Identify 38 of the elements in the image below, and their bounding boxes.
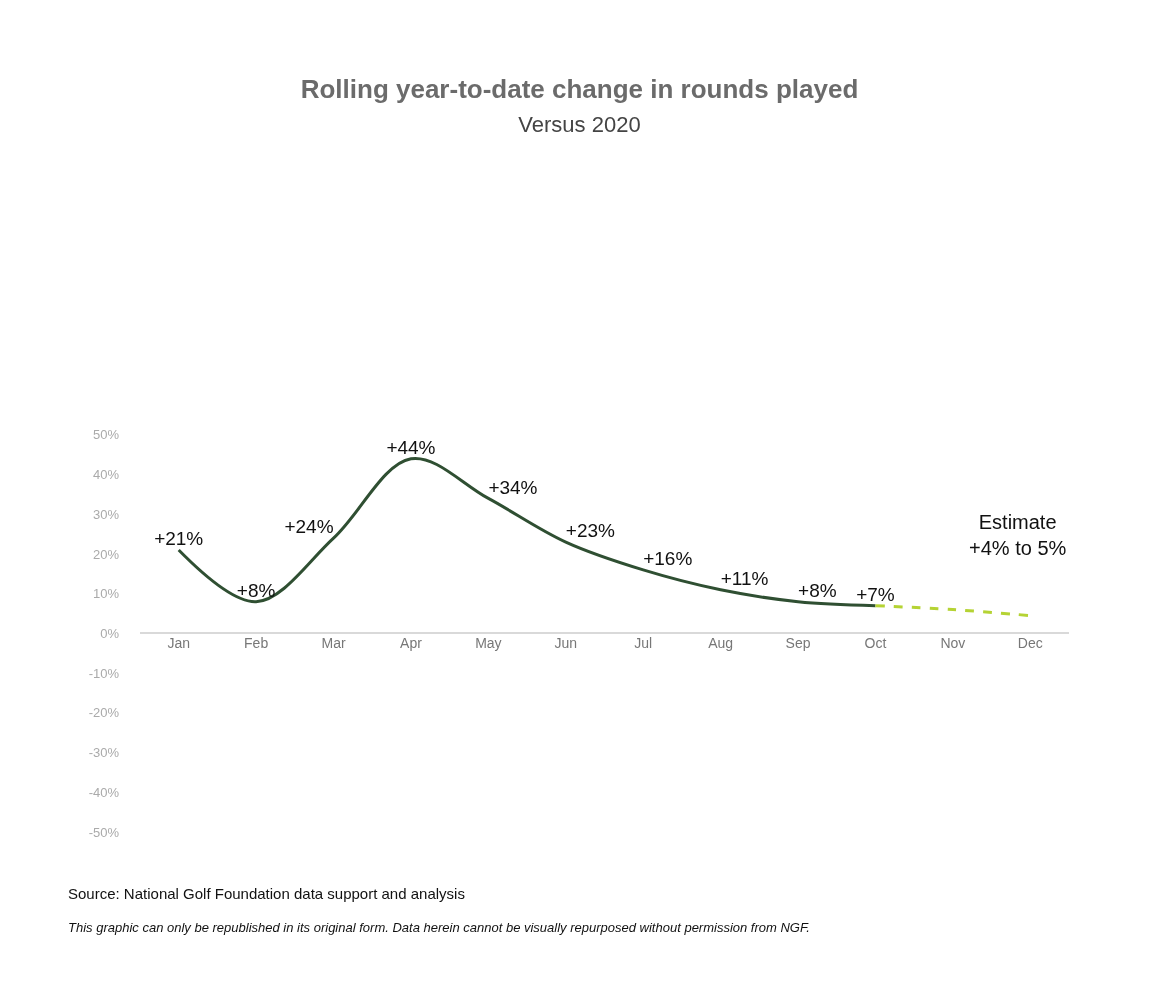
data-label: +8%: [798, 579, 837, 601]
y-tick-label: -30%: [88, 745, 120, 761]
x-tick-label: Feb: [244, 635, 269, 652]
data-label: +11%: [720, 568, 769, 590]
y-tick-label: 0%: [100, 626, 120, 641]
y-tick-label: 20%: [92, 546, 120, 562]
x-tick-label: May: [475, 635, 502, 652]
data-label: +8%: [236, 579, 276, 601]
x-tick-label: Oct: [864, 635, 887, 652]
data-label: +16%: [643, 548, 693, 570]
y-tick-label: -50%: [88, 824, 120, 840]
data-label: +24%: [284, 516, 334, 538]
y-tick-label: 40%: [92, 467, 120, 483]
x-tick-label: Dec: [1017, 635, 1043, 652]
data-label: +21%: [154, 528, 204, 550]
chart-subtitle: Versus 2020: [518, 112, 641, 137]
y-tick-label: 50%: [92, 427, 120, 443]
x-tick-label: Nov: [940, 635, 966, 652]
y-tick-label: -40%: [88, 784, 120, 800]
y-tick-label: 30%: [92, 506, 120, 522]
x-tick-label: Aug: [708, 635, 734, 652]
x-tick-label: Jan: [167, 635, 190, 652]
chart-title: Rolling year-to-date change in rounds played: [300, 74, 859, 105]
y-tick-label: -10%: [88, 665, 120, 681]
x-tick-label: Sep: [785, 635, 811, 652]
x-tick-label: Jun: [554, 635, 578, 652]
x-tick-label: Jul: [634, 635, 653, 652]
data-label: +7%: [856, 583, 895, 605]
y-tick-label: -20%: [88, 705, 120, 721]
data-label: +44%: [386, 436, 436, 458]
data-label: +23%: [565, 520, 616, 542]
text: This graphic can only be republished in its original form. Data herein cannot be visually repurposed without permission from NGF.: [68, 920, 810, 935]
x-tick-label: Apr: [400, 635, 423, 652]
source-note: Source: National Golf Foundation data support and analysis: [68, 885, 465, 902]
annotation: Estimate +4% to 5%: [969, 511, 1067, 559]
data-label: +34%: [488, 476, 538, 498]
y-tick-label: 10%: [92, 586, 120, 602]
x-tick-label: Mar: [321, 635, 346, 652]
